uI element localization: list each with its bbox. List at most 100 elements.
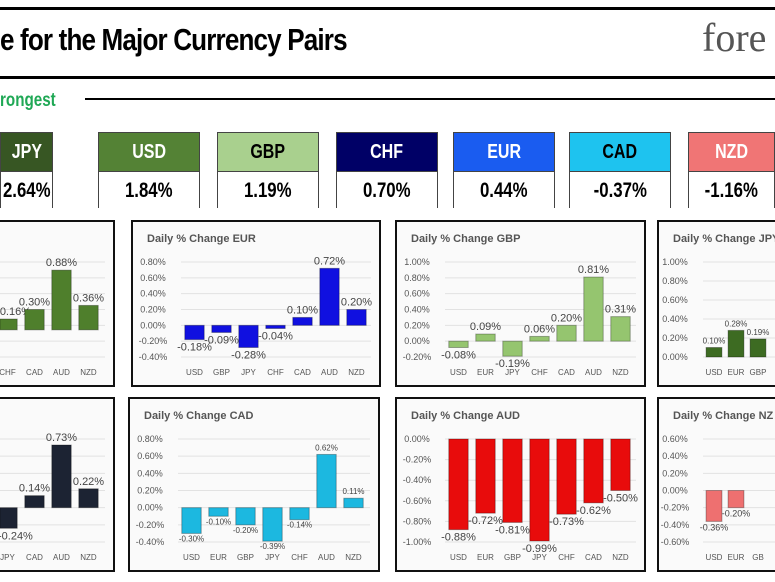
currency-code-text: CAD xyxy=(602,140,638,163)
strength-rule xyxy=(85,98,775,100)
bar xyxy=(502,438,523,523)
currency-change-text: 1.84% xyxy=(125,178,173,202)
currency-change: -0.37% xyxy=(570,172,670,209)
y-tick-label: 0.20% xyxy=(137,486,163,496)
data-label: 0.10% xyxy=(287,304,318,316)
bar xyxy=(0,507,18,529)
data-label: 0.30% xyxy=(19,297,50,309)
data-label: 0.20% xyxy=(551,312,582,324)
currency-change: 1.19% xyxy=(218,172,318,209)
x-tick-label: USD xyxy=(183,553,200,562)
x-tick-label: AUD xyxy=(53,553,70,562)
data-label: -0.08% xyxy=(441,350,476,362)
bar xyxy=(238,324,259,349)
currency-change-text: 0.70% xyxy=(363,178,411,202)
bar xyxy=(181,507,202,534)
currency-change-text: 1.19% xyxy=(244,178,292,202)
y-tick-label: -0.80% xyxy=(403,516,432,526)
y-tick-label: -0.20% xyxy=(661,503,690,513)
y-tick-label: 0.80% xyxy=(404,273,430,283)
currency-box-gbp: GBP 1.19% xyxy=(217,132,319,209)
chart-panel: Daily % Change CAD 0.80% 0.60% 0.40% 0.20% 0.… xyxy=(128,397,380,572)
data-label: 0.36% xyxy=(73,292,104,304)
data-label: 0.11% xyxy=(342,487,364,496)
currency-code-text: JPY xyxy=(11,140,42,163)
data-label: -0.09% xyxy=(204,334,239,346)
bar xyxy=(705,347,723,358)
x-tick-label: AUD xyxy=(585,368,602,377)
bar xyxy=(475,438,496,514)
x-tick-label: CHF xyxy=(0,368,16,377)
y-tick-label: 1.00% xyxy=(662,257,688,267)
data-label: -0.39% xyxy=(260,542,285,551)
strongest-label: rongest xyxy=(0,90,56,111)
currency-code-text: NZD xyxy=(715,140,748,163)
x-tick-label: CAD xyxy=(294,368,311,377)
bar xyxy=(610,438,631,491)
bar xyxy=(502,340,523,357)
bar xyxy=(529,438,550,542)
currency-change-text: -1.16% xyxy=(704,178,759,202)
title-rule xyxy=(0,76,775,79)
currency-code: CHF xyxy=(337,133,437,172)
currency-box-nzd: NZD -1.16% xyxy=(688,132,775,209)
y-tick-label: 0.00% xyxy=(404,434,430,444)
data-label: 0.62% xyxy=(315,443,338,452)
y-tick-label: -0.20% xyxy=(403,455,432,465)
data-label: -0.99% xyxy=(522,543,557,555)
chart-title: Daily % Change JPY xyxy=(673,233,775,245)
chart-panel: Daily % Change JPY 1.00% 0.80% 0.60% 0.40% 0.… xyxy=(657,220,775,387)
data-label: -0.73% xyxy=(549,516,584,528)
x-tick-label: CHF xyxy=(558,553,575,562)
y-tick-label: -0.20% xyxy=(403,352,432,362)
x-tick-label: CHF xyxy=(531,368,548,377)
x-tick-label: GBP xyxy=(213,368,230,377)
bar xyxy=(292,316,313,326)
x-tick-label: CAD xyxy=(26,368,43,377)
data-label: -0.88% xyxy=(441,532,476,544)
page-title: e for the Major Currency Pairs xyxy=(0,22,348,57)
currency-code-text: CHF xyxy=(370,140,404,163)
currency-code: EUR xyxy=(454,133,554,172)
x-tick-label: NZD xyxy=(348,368,365,377)
chart-panel: CHF 0.16% CAD 0.30% AUD 0.88% NZD 0.36% xyxy=(0,220,115,387)
bar-chart: Daily % Change CAD 0.80% 0.60% 0.40% 0.20% 0.… xyxy=(136,410,370,562)
currency-code: CAD xyxy=(570,133,670,172)
x-tick-label: NZD xyxy=(345,553,362,562)
y-tick-label: 0.20% xyxy=(662,333,688,343)
data-label: 0.22% xyxy=(73,476,104,488)
x-tick-label: JPY xyxy=(241,368,256,377)
data-label: -0.50% xyxy=(603,493,638,505)
chart-panel: JPY -0.24% CAD 0.14% AUD 0.73% NZD 0.22% xyxy=(0,397,115,572)
currency-code: USD xyxy=(99,133,199,172)
x-tick-label: NZD xyxy=(80,368,97,377)
bar xyxy=(24,495,45,509)
x-tick-label: EUR xyxy=(477,553,494,562)
data-label: -0.30% xyxy=(179,534,204,543)
bar xyxy=(208,507,229,517)
chart-title: Daily % Change AUD xyxy=(411,410,520,422)
x-tick-label: JPY xyxy=(505,368,520,377)
data-label: 0.06% xyxy=(524,323,555,335)
x-tick-label: GB xyxy=(752,553,764,562)
y-tick-label: 0.40% xyxy=(140,289,166,299)
y-tick-label: 0.60% xyxy=(140,273,166,283)
x-tick-label: JPY xyxy=(0,553,15,562)
bar xyxy=(727,329,745,358)
y-tick-label: 0.00% xyxy=(662,486,688,496)
y-tick-label: 0.00% xyxy=(137,503,163,513)
currency-box-jpy: JPY 2.64% xyxy=(0,132,53,209)
y-tick-label: 0.60% xyxy=(662,434,688,444)
y-tick-label: -0.60% xyxy=(403,496,432,506)
x-tick-label: AUD xyxy=(53,368,70,377)
currency-box-chf: CHF 0.70% xyxy=(336,132,438,209)
y-tick-label: -1.00% xyxy=(403,537,432,547)
data-label: -0.10% xyxy=(206,517,231,526)
y-tick-label: 0.80% xyxy=(137,434,163,444)
y-tick-label: -0.20% xyxy=(136,520,165,530)
chart-panel: Daily % Change GBP 1.00% 0.80% 0.60% 0.40% 0.… xyxy=(395,220,646,387)
x-tick-label: CAD xyxy=(26,553,43,562)
bar xyxy=(78,304,99,331)
chart-title: Daily % Change NZ xyxy=(673,410,774,422)
x-tick-label: GBP xyxy=(750,368,767,377)
